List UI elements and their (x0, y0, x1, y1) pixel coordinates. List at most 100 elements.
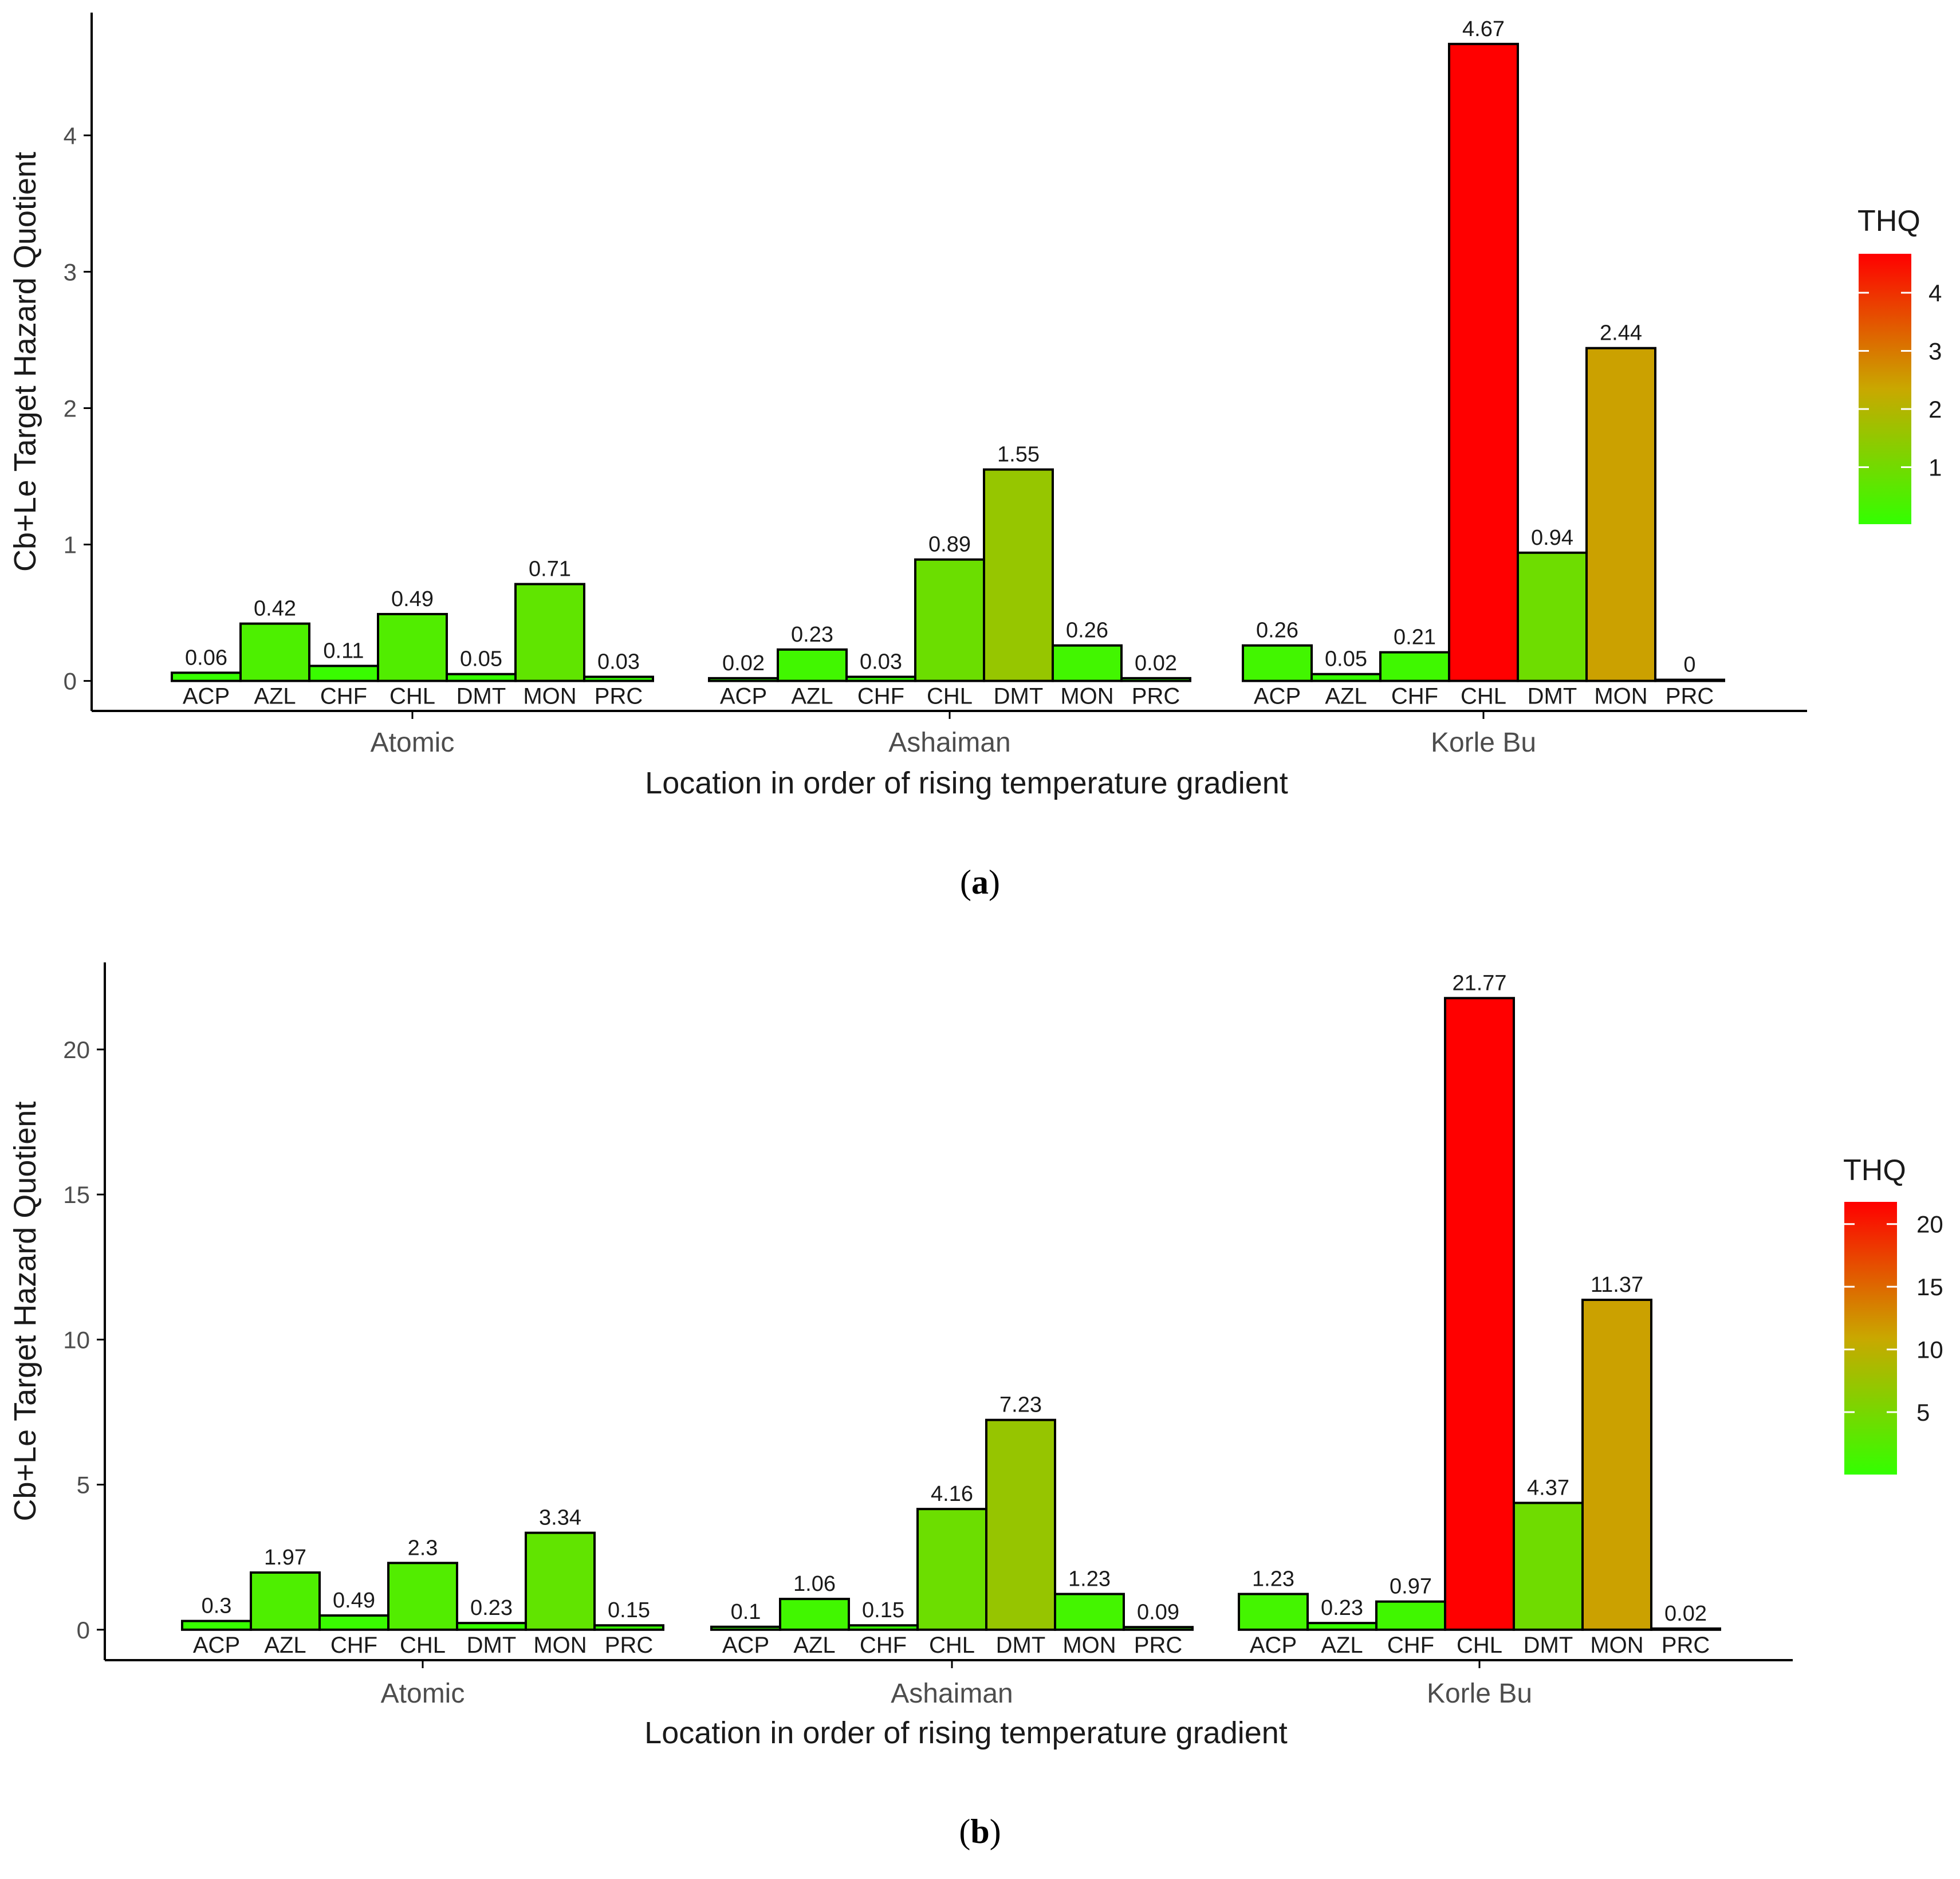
bar-value-label: 1.97 (264, 1546, 306, 1570)
category-label: MON (1594, 684, 1647, 709)
panel-label-letter: a (971, 863, 989, 901)
y-tick-label: 5 (77, 1472, 90, 1499)
x-group-label: Ashaiman (888, 728, 1010, 758)
bar (1448, 42, 1519, 682)
bar-value-label: 0.26 (1066, 619, 1108, 643)
bar (171, 671, 242, 682)
bar (916, 1508, 987, 1631)
category-label: MON (1590, 1633, 1643, 1658)
category-label: DMT (994, 684, 1044, 709)
bar (1654, 678, 1725, 682)
bar (250, 1571, 321, 1631)
bar-value-label: 0.09 (1137, 1600, 1179, 1624)
bar (239, 622, 310, 682)
category-label: CHF (857, 684, 904, 709)
category-label: AZL (791, 684, 833, 709)
bar (593, 1624, 664, 1631)
bar-value-label: 0.94 (1531, 526, 1573, 550)
bar (1517, 551, 1588, 682)
bar (845, 675, 916, 682)
bar-value-label: 4.67 (1462, 17, 1505, 41)
bar-value-label: 0.02 (1664, 1602, 1707, 1626)
category-label: DMT (467, 1633, 517, 1658)
category-label: MON (523, 684, 576, 709)
x-group-label: Atomic (371, 728, 455, 758)
category-label: AZL (254, 684, 296, 709)
category-label: CHF (320, 684, 367, 709)
category-label: CHL (929, 1633, 975, 1658)
category-label: CHF (1391, 684, 1438, 709)
bar-value-label: 0.02 (722, 651, 765, 675)
bar (710, 1625, 781, 1631)
bar-value-label: 0.23 (791, 623, 833, 647)
legend-gradient (1859, 254, 1911, 524)
legend-colorbar: THQ 5 10 15 20 (1843, 1154, 1943, 1475)
x-group-label: Atomic (381, 1678, 465, 1709)
bar-value-label: 7.23 (999, 1393, 1042, 1417)
category-label: ACP (1254, 684, 1301, 709)
panel-label: (a) (960, 863, 1000, 901)
bar-value-label: 21.77 (1452, 971, 1506, 995)
bar (1581, 1298, 1652, 1631)
legend-tick-label: 1 (1928, 454, 1942, 481)
bar-value-label: 1.23 (1068, 1567, 1111, 1591)
category-label: ACP (720, 684, 767, 709)
bar (1306, 1622, 1377, 1631)
category-label: CHL (1457, 1633, 1502, 1658)
legend-gradient (1844, 1202, 1897, 1475)
x-group-label: Korle Bu (1431, 728, 1536, 758)
panel-label-close-paren: ) (989, 863, 1000, 901)
bar (181, 1619, 252, 1631)
bar-value-label: 1.23 (1252, 1567, 1294, 1591)
bar (1054, 1593, 1125, 1631)
bar-value-label: 0.03 (860, 650, 902, 674)
category-label: CHF (1387, 1633, 1434, 1658)
y-tick-label: 15 (63, 1181, 90, 1208)
bar (514, 583, 585, 682)
bar (446, 673, 517, 682)
y-tick-label: 3 (64, 258, 77, 285)
bar-value-label: 0.05 (1325, 647, 1367, 671)
category-label: ACP (193, 1633, 240, 1658)
bar (1650, 1627, 1721, 1631)
bar (318, 1614, 389, 1631)
panel-label-open-paren: ( (960, 863, 971, 901)
legend-tick-label: 4 (1928, 280, 1942, 306)
bar-value-label: 0.05 (460, 647, 502, 671)
bar-value-label: 0.23 (470, 1596, 513, 1620)
bar (308, 665, 379, 682)
panel-label: (b) (959, 1813, 1001, 1850)
bar (1444, 997, 1515, 1631)
bar (1310, 673, 1382, 682)
bar-value-label: 0.49 (333, 1589, 375, 1613)
bar-value-label: 0 (1683, 653, 1695, 677)
bar-value-label: 0.71 (529, 557, 571, 581)
legend-title: THQ (1843, 1154, 1906, 1187)
y-tick-label: 4 (64, 122, 77, 149)
bar (1585, 347, 1656, 682)
legend-tick-label: 3 (1928, 338, 1942, 365)
y-tick-label: 2 (64, 395, 77, 422)
category-label: MON (533, 1633, 587, 1658)
category-label: PRC (1662, 1633, 1710, 1658)
bar-value-label: 1.06 (793, 1572, 836, 1596)
x-group-label: Korle Bu (1427, 1678, 1532, 1709)
bar-value-label: 2.3 (408, 1536, 438, 1560)
bar-value-label: 0.23 (1321, 1596, 1363, 1620)
category-label: ACP (722, 1633, 769, 1658)
category-label: ACP (183, 684, 230, 709)
category-label: CHL (400, 1633, 446, 1658)
bar-value-label: 0.06 (185, 646, 227, 670)
bar (1379, 651, 1450, 682)
bar (583, 675, 654, 682)
bar (985, 1418, 1056, 1631)
bar-value-label: 0.02 (1135, 651, 1177, 675)
legend-title: THQ (1857, 205, 1920, 238)
bar-value-label: 0.49 (391, 587, 434, 611)
category-label: PRC (1134, 1633, 1182, 1658)
bar (1375, 1600, 1446, 1631)
category-label: PRC (1666, 684, 1714, 709)
category-label: CHF (860, 1633, 907, 1658)
category-label: DMT (996, 1633, 1046, 1658)
